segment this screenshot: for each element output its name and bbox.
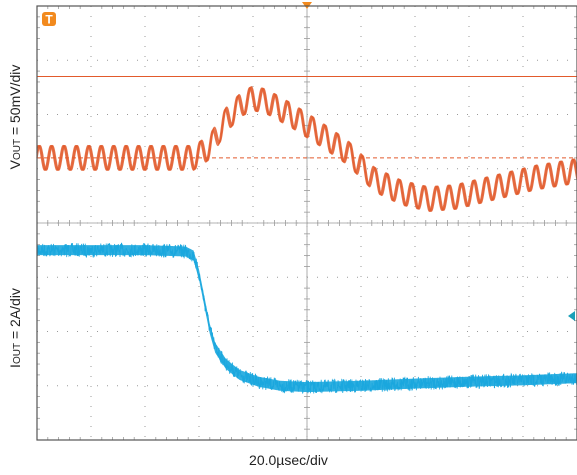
channel-level-arrow-icon xyxy=(568,311,575,321)
vout-trace xyxy=(36,86,577,212)
markers: T xyxy=(42,2,575,321)
iout-scale-label: IOUT = 2A/div xyxy=(7,288,23,368)
traces xyxy=(36,76,577,394)
time-scale-label: 20.0µsec/div xyxy=(249,452,328,468)
trigger-flag-letter: T xyxy=(45,13,53,27)
trigger-flag-icon xyxy=(42,12,56,26)
plot-frame xyxy=(36,5,577,441)
iout-trace xyxy=(36,242,577,394)
vout-trace xyxy=(36,86,577,212)
vout-scale-label: VOUT = 50mV/div xyxy=(7,65,23,170)
